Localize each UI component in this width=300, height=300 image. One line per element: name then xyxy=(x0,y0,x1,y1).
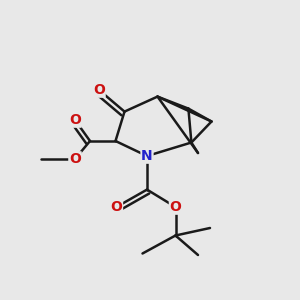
Text: N: N xyxy=(141,149,153,163)
Text: O: O xyxy=(93,83,105,97)
Text: O: O xyxy=(69,113,81,127)
Text: O: O xyxy=(69,152,81,166)
Text: O: O xyxy=(169,200,181,214)
Text: O: O xyxy=(110,200,122,214)
